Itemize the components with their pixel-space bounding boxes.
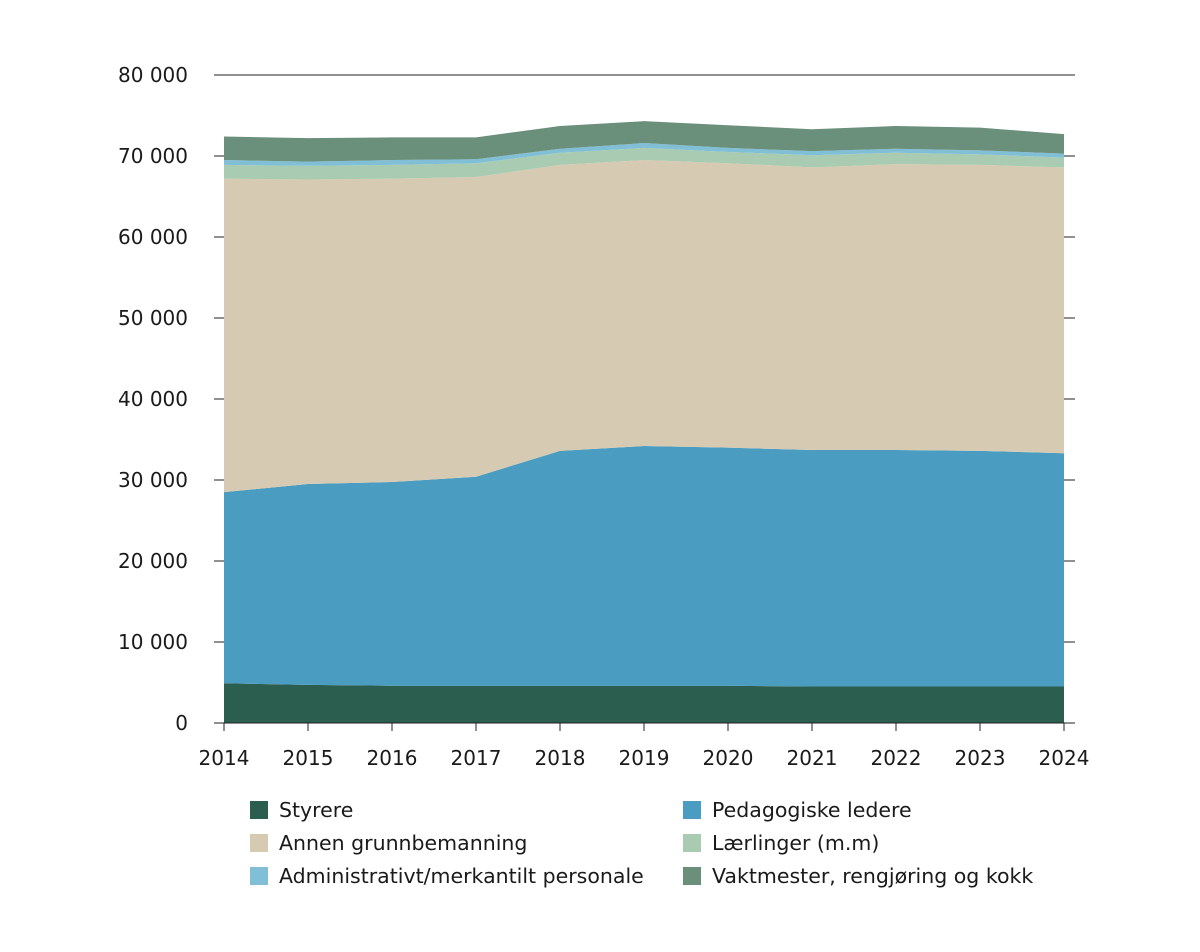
x-tick-label: 2021	[787, 746, 838, 770]
legend-item-administrativt: Administrativt/merkantilt personale	[250, 864, 683, 888]
legend-swatch	[683, 834, 701, 852]
legend-label: Annen grunnbemanning	[279, 831, 528, 855]
x-tick-label: 2022	[871, 746, 922, 770]
x-tick-label: 2015	[283, 746, 334, 770]
y-tick-label: 20 000	[118, 549, 188, 573]
legend-swatch	[250, 834, 268, 852]
legend-label: Administrativt/merkantilt personale	[279, 864, 644, 888]
legend-item-annen-grunnbemanning: Annen grunnbemanning	[250, 831, 683, 855]
x-tick-label: 2018	[535, 746, 586, 770]
legend-swatch	[250, 867, 268, 885]
x-tick-label: 2024	[1039, 746, 1090, 770]
y-tick-label: 60 000	[118, 225, 188, 249]
area-annen-grunnbemanning	[224, 160, 1064, 493]
area-vaktmester-rengjøring-og-kokk	[224, 121, 1064, 162]
legend-item-vaktmester: Vaktmester, rengjøring og kokk	[683, 864, 1083, 888]
x-tick-label: 2019	[619, 746, 670, 770]
legend-swatch	[250, 801, 268, 819]
y-tick-label: 0	[175, 711, 188, 735]
y-tick-label: 80 000	[118, 63, 188, 87]
area-pedagogiske-ledere	[224, 445, 1064, 687]
legend-label: Styrere	[279, 798, 354, 822]
area-administrativt-merkantilt-personale	[224, 143, 1064, 166]
legend-label: Lærlinger (m.m)	[712, 831, 880, 855]
x-tick-label: 2017	[451, 746, 502, 770]
y-tick-label: 50 000	[118, 306, 188, 330]
x-tick-label: 2020	[703, 746, 754, 770]
legend-swatch	[683, 801, 701, 819]
legend-label: Vaktmester, rengjøring og kokk	[712, 864, 1034, 888]
x-tick-label: 2023	[955, 746, 1006, 770]
legend-swatch	[683, 867, 701, 885]
legend: Styrere Pedagogiske ledere Annen grunnbe…	[250, 798, 1083, 888]
y-tick-label: 70 000	[118, 144, 188, 168]
area-lærlinger-m-m-	[224, 147, 1064, 180]
x-tick-label: 2016	[367, 746, 418, 770]
legend-item-styrere: Styrere	[250, 798, 683, 822]
y-tick-label: 10 000	[118, 630, 188, 654]
y-tick-label: 30 000	[118, 468, 188, 492]
area-styrere	[224, 683, 1064, 723]
x-tick-label: 2014	[199, 746, 250, 770]
legend-item-laerlinger: Lærlinger (m.m)	[683, 831, 1083, 855]
y-tick-label: 40 000	[118, 387, 188, 411]
legend-item-pedagogiske-ledere: Pedagogiske ledere	[683, 798, 1083, 822]
legend-label: Pedagogiske ledere	[712, 798, 912, 822]
